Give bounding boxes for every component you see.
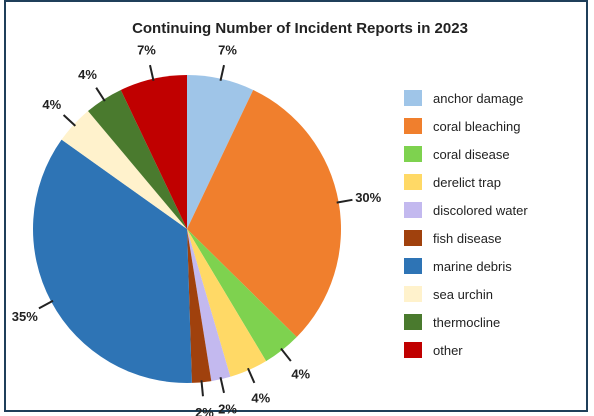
leader-line-thermocline xyxy=(95,87,106,102)
pie-slice-thermocline xyxy=(88,89,187,229)
data-label-derelict-trap: 4% xyxy=(251,391,270,406)
pie-slice-sea-urchin xyxy=(61,111,188,229)
data-label-fish-disease: 2% xyxy=(195,405,214,416)
legend-swatch-coral-disease xyxy=(404,146,422,162)
data-label-marine-debris: 35% xyxy=(12,309,38,324)
pie-slice-derelict-trap xyxy=(187,229,267,377)
legend-label-marine-debris: marine debris xyxy=(433,259,512,274)
pie-slice-coral-disease xyxy=(187,229,297,362)
legend-label-derelict-trap: derelict trap xyxy=(433,175,501,190)
legend-label-sea-urchin: sea urchin xyxy=(433,287,493,302)
legend-swatch-coral-bleaching xyxy=(404,118,422,134)
leader-line-discolored-water xyxy=(219,377,225,394)
legend-swatch-fish-disease xyxy=(404,230,422,246)
pie-slice-fish-disease xyxy=(187,229,212,383)
data-label-sea-urchin: 4% xyxy=(42,97,61,112)
data-label-anchor-damage: 7% xyxy=(218,43,237,58)
leader-line-sea-urchin xyxy=(62,114,77,127)
data-label-coral-bleaching: 30% xyxy=(355,190,381,205)
legend-label-other: other xyxy=(433,343,463,358)
data-label-thermocline: 4% xyxy=(78,67,97,82)
leader-line-fish-disease xyxy=(200,380,204,397)
legend-swatch-discolored-water xyxy=(404,202,422,218)
pie-slice-anchor-damage xyxy=(187,75,254,229)
pie-slice-marine-debris xyxy=(32,139,192,383)
leader-line-marine-debris xyxy=(38,299,54,310)
leader-line-other xyxy=(149,64,155,81)
legend-label-thermocline: thermocline xyxy=(433,315,500,330)
pie-data-labels: 7% 30% 4% 4% 2% 2% 35% 4% 4% 7% xyxy=(12,43,382,416)
legend-swatch-derelict-trap xyxy=(404,174,422,190)
pie-leader-lines xyxy=(38,64,353,397)
legend-swatch-other xyxy=(404,342,422,358)
legend-label-discolored-water: discolored water xyxy=(433,203,528,218)
pie-slice-coral-bleaching xyxy=(187,89,341,338)
legend-swatch-sea-urchin xyxy=(404,286,422,302)
pie-slice-discolored-water xyxy=(187,229,231,382)
leader-line-derelict-trap xyxy=(247,367,256,384)
chart-title: Continuing Number of Incident Reports in… xyxy=(132,20,468,37)
leader-line-coral-bleaching xyxy=(336,198,353,204)
legend-swatch-thermocline xyxy=(404,314,422,330)
pie-slices xyxy=(32,75,341,383)
legend-label-fish-disease: fish disease xyxy=(433,231,502,246)
data-label-discolored-water: 2% xyxy=(218,401,237,416)
leader-line-anchor-damage xyxy=(219,64,225,81)
legend-swatch-marine-debris xyxy=(404,258,422,274)
legend-label-coral-bleaching: coral bleaching xyxy=(433,119,520,134)
data-label-coral-disease: 4% xyxy=(291,367,310,382)
legend-label-anchor-damage: anchor damage xyxy=(433,91,523,106)
pie-slice-other xyxy=(120,75,187,229)
leader-line-coral-disease xyxy=(280,347,292,362)
legend-swatch-anchor-damage xyxy=(404,90,422,106)
legend: anchor damage coral bleaching coral diseas… xyxy=(404,90,528,358)
data-label-other: 7% xyxy=(137,43,156,58)
legend-label-coral-disease: coral disease xyxy=(433,147,510,162)
